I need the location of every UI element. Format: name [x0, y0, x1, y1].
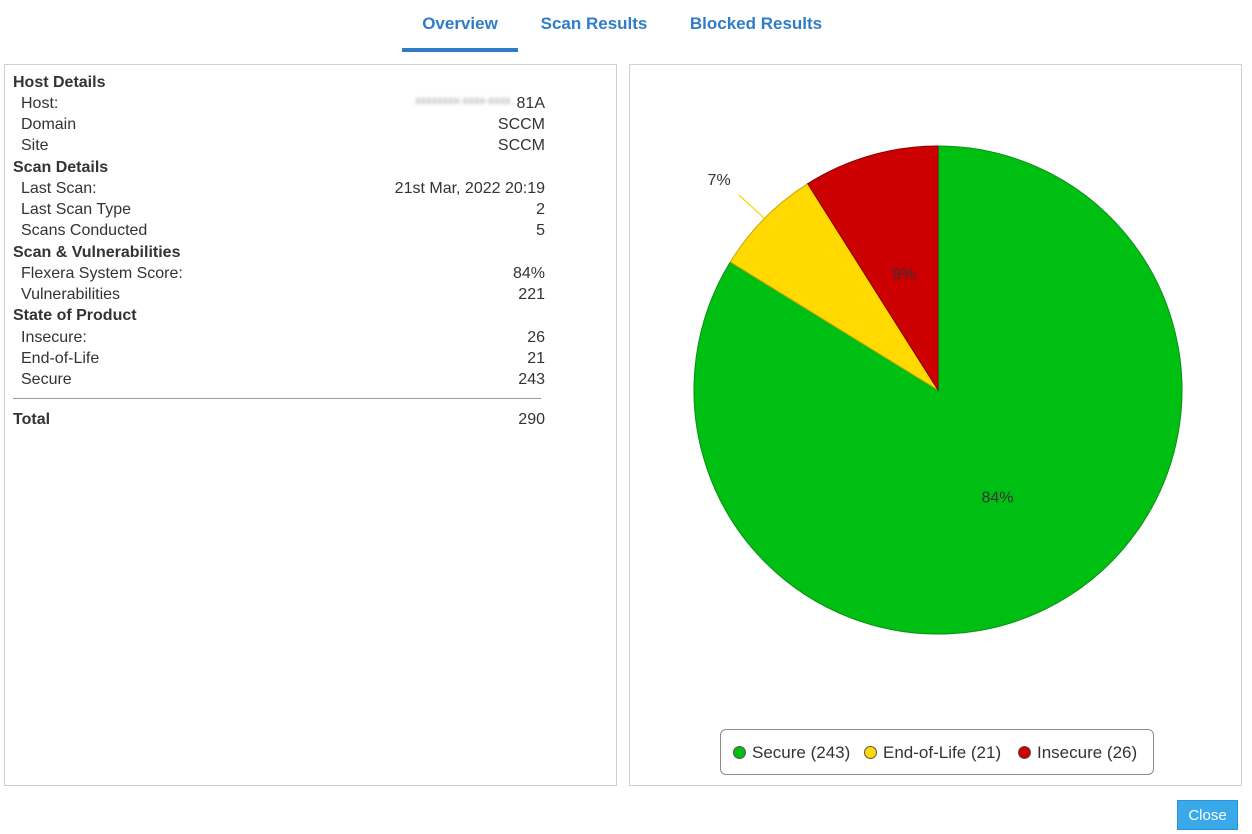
scans-conducted-label: Scans Conducted	[21, 222, 148, 239]
legend-dot-end-of-life	[864, 746, 877, 759]
secure-row: Secure 243	[5, 371, 545, 391]
host-details-heading: Host Details	[13, 74, 106, 91]
scan-vulnerabilities-heading: Scan & Vulnerabilities	[13, 244, 181, 261]
slice-insecure[interactable]	[807, 145, 939, 392]
insecure-row: Insecure: 26	[5, 329, 545, 349]
total-label: Total	[13, 411, 51, 428]
scans-conducted-row: Scans Conducted 5	[5, 222, 545, 242]
system-score-row: Flexera System Score: 84%	[5, 265, 545, 285]
legend-item-insecure[interactable]: Insecure (26)	[1018, 743, 1137, 763]
secure-label: Secure	[21, 371, 72, 388]
last-scan-type-label: Last Scan Type	[21, 201, 131, 218]
chart-panel: 84% 7% 9% Secure (243) End-of-Life (21) In…	[629, 64, 1242, 786]
last-scan-value: 21st Mar, 2022 20:19	[394, 180, 545, 197]
domain-row: Domain SCCM	[5, 116, 545, 136]
vulnerabilities-row: Vulnerabilities 221	[5, 286, 545, 306]
tab-bar: Overview Scan Results Blocked Results	[0, 0, 1252, 52]
site-value: SCCM	[497, 137, 545, 154]
data-label-secure: 84%	[981, 490, 1013, 507]
host-label: Host:	[21, 95, 59, 112]
last-scan-type-value: 2	[536, 201, 545, 218]
insecure-value: 26	[527, 329, 545, 346]
vulnerabilities-label: Vulnerabilities	[21, 286, 121, 303]
site-label: Site	[21, 137, 49, 154]
chart-legend: Secure (243) End-of-Life (21) Insecure (…	[720, 729, 1154, 775]
tab-overview[interactable]: Overview	[402, 14, 518, 52]
end-of-life-label-connector	[738, 194, 765, 219]
host-value: xxxxxxxx-xxxx-xxxx 81A	[415, 95, 545, 113]
total-value: 290	[518, 411, 545, 428]
data-label-insecure: 9%	[893, 266, 916, 283]
host-value-suffix: 81A	[516, 95, 545, 112]
legend-label-insecure: Insecure (26)	[1037, 743, 1138, 762]
total-row: Total 290	[5, 411, 545, 431]
site-row: Site SCCM	[5, 137, 545, 157]
tab-scan-results[interactable]: Scan Results	[540, 14, 648, 33]
legend-label-end-of-life: End-of-Life (21)	[883, 743, 1002, 762]
secure-value: 243	[518, 371, 545, 388]
total-divider	[13, 398, 541, 399]
state-of-product-heading: State of Product	[13, 307, 137, 324]
data-label-end-of-life: 7%	[708, 172, 731, 189]
tab-blocked-results[interactable]: Blocked Results	[689, 14, 823, 33]
scan-details-heading: Scan Details	[13, 159, 109, 176]
slice-end-of-life[interactable]	[729, 183, 939, 391]
host-row: Host: xxxxxxxx-xxxx-xxxx 81A	[5, 95, 545, 115]
system-score-value: 84%	[512, 265, 545, 282]
details-panel: Host Details Host: xxxxxxxx-xxxx-xxxx 81A…	[4, 64, 617, 786]
legend-item-end-of-life[interactable]: End-of-Life (21)	[864, 743, 1001, 763]
legend-item-secure[interactable]: Secure (243)	[733, 743, 850, 763]
last-scan-label: Last Scan:	[21, 180, 97, 197]
redacted-host-name: xxxxxxxx-xxxx-xxxx	[415, 95, 511, 107]
end-of-life-value: 21	[527, 350, 545, 367]
close-button[interactable]: Close	[1177, 800, 1238, 830]
last-scan-row: Last Scan: 21st Mar, 2022 20:19	[5, 180, 545, 200]
legend-dot-insecure	[1018, 746, 1031, 759]
system-score-label: Flexera System Score:	[21, 265, 183, 282]
domain-label: Domain	[21, 116, 77, 133]
domain-value: SCCM	[497, 116, 545, 133]
last-scan-type-row: Last Scan Type 2	[5, 201, 545, 221]
pie-chart: 84% 7% 9%	[693, 145, 1183, 635]
end-of-life-row: End-of-Life 21	[5, 350, 545, 370]
legend-label-secure: Secure (243)	[752, 743, 851, 762]
scans-conducted-value: 5	[536, 222, 545, 239]
end-of-life-label: End-of-Life	[21, 350, 100, 367]
insecure-label: Insecure:	[21, 329, 87, 346]
vulnerabilities-value: 221	[518, 286, 545, 303]
legend-dot-secure	[733, 746, 746, 759]
